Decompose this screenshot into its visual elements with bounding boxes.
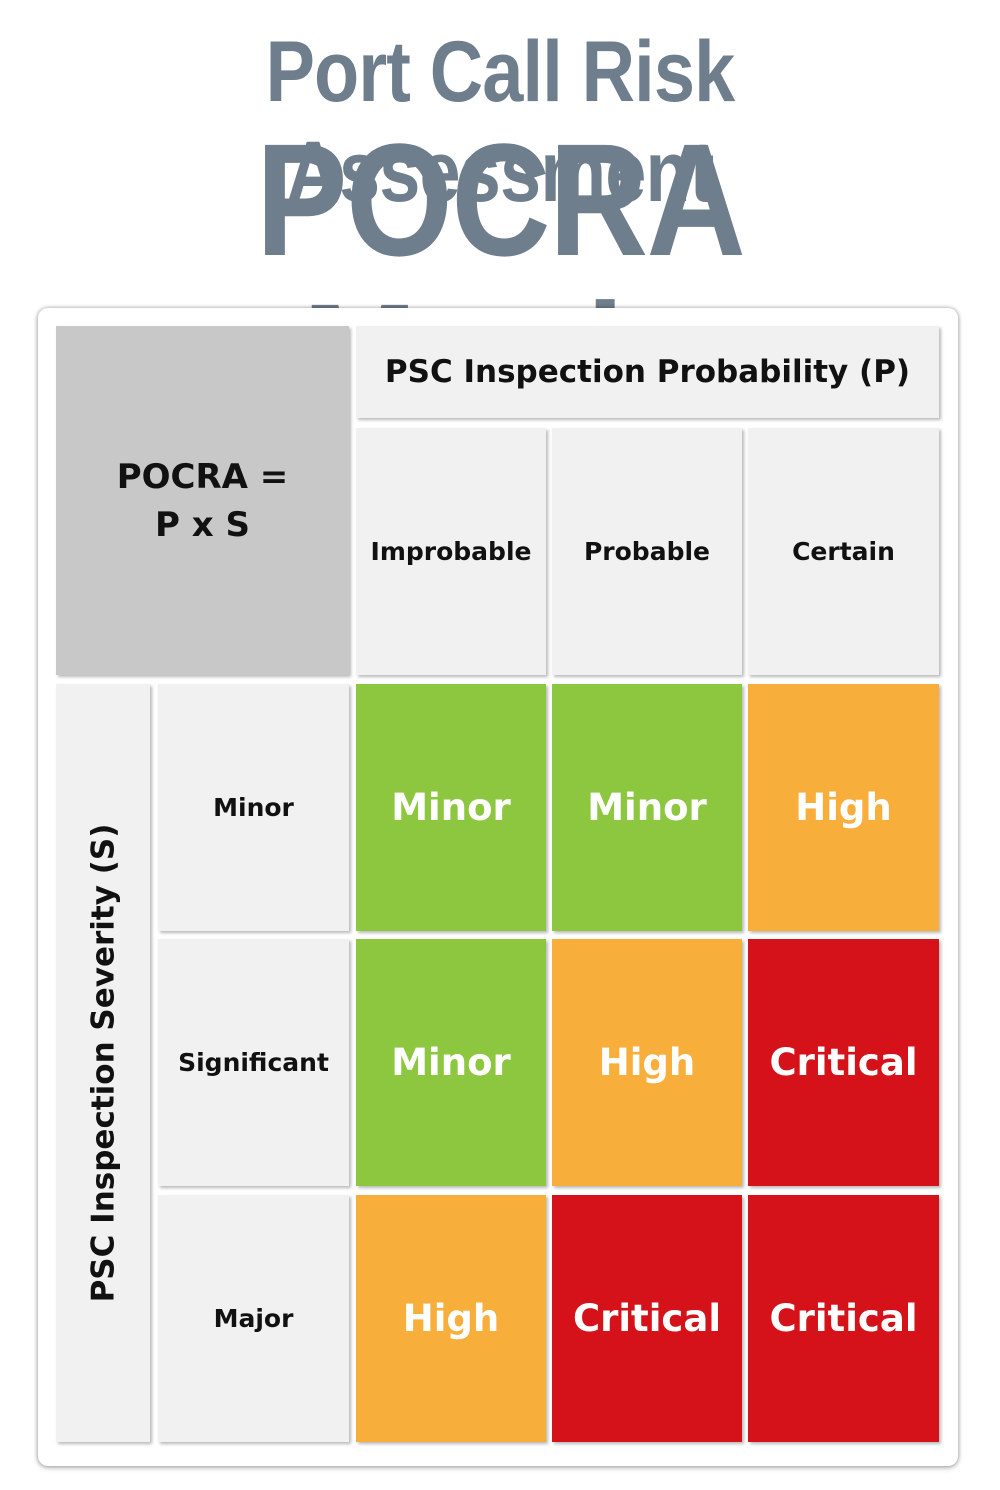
risk-label: High (402, 1297, 500, 1340)
formula-line-2: P x S (154, 504, 250, 545)
severity-axis-header: PSC Inspection Severity (S) (56, 684, 150, 1442)
row-label: Significant (178, 1048, 329, 1077)
risk-label: Minor (587, 786, 707, 829)
risk-cell-significant-probable: High (552, 939, 742, 1186)
column-label: Improbable (370, 537, 532, 566)
risk-label: High (795, 786, 892, 829)
risk-cell-minor-certain: High (748, 684, 939, 931)
column-label: Probable (583, 537, 710, 566)
title-line-1: Port Call Risk Assessment (265, 24, 736, 220)
probability-axis-header: PSC Inspection Probability (P) (356, 326, 939, 418)
row-label: Minor (213, 793, 294, 822)
column-header-probable: Probable (552, 428, 742, 675)
severity-axis-label: PSC Inspection Severity (S) (85, 823, 122, 1303)
risk-cell-major-certain: Critical (748, 1195, 939, 1442)
row-header-major: Major (158, 1195, 349, 1442)
row-label: Major (213, 1304, 294, 1333)
risk-label: Minor (391, 786, 511, 829)
formula-corner: POCRA = P x S (56, 326, 349, 675)
risk-label: High (598, 1041, 696, 1084)
risk-cell-major-probable: Critical (552, 1195, 742, 1442)
risk-label: Critical (572, 1297, 722, 1340)
column-header-improbable: Improbable (356, 428, 546, 675)
column-header-certain: Certain (748, 428, 939, 675)
risk-label: Critical (769, 1297, 918, 1340)
risk-label: Minor (391, 1041, 511, 1084)
risk-label: Critical (769, 1041, 918, 1084)
formula-line-1: POCRA = (116, 456, 289, 497)
risk-cell-minor-probable: Minor (552, 684, 742, 931)
probability-axis-label: PSC Inspection Probability (P) (384, 354, 911, 390)
risk-cell-major-improbable: High (356, 1195, 546, 1442)
row-header-significant: Significant (158, 939, 349, 1186)
row-header-minor: Minor (158, 684, 349, 931)
risk-cell-significant-certain: Critical (748, 939, 939, 1186)
matrix-card: POCRA = P x S PSC Inspection Probability… (38, 308, 958, 1466)
risk-cell-minor-improbable: Minor (356, 684, 546, 931)
column-label: Certain (792, 537, 895, 566)
risk-cell-significant-improbable: Minor (356, 939, 546, 1186)
